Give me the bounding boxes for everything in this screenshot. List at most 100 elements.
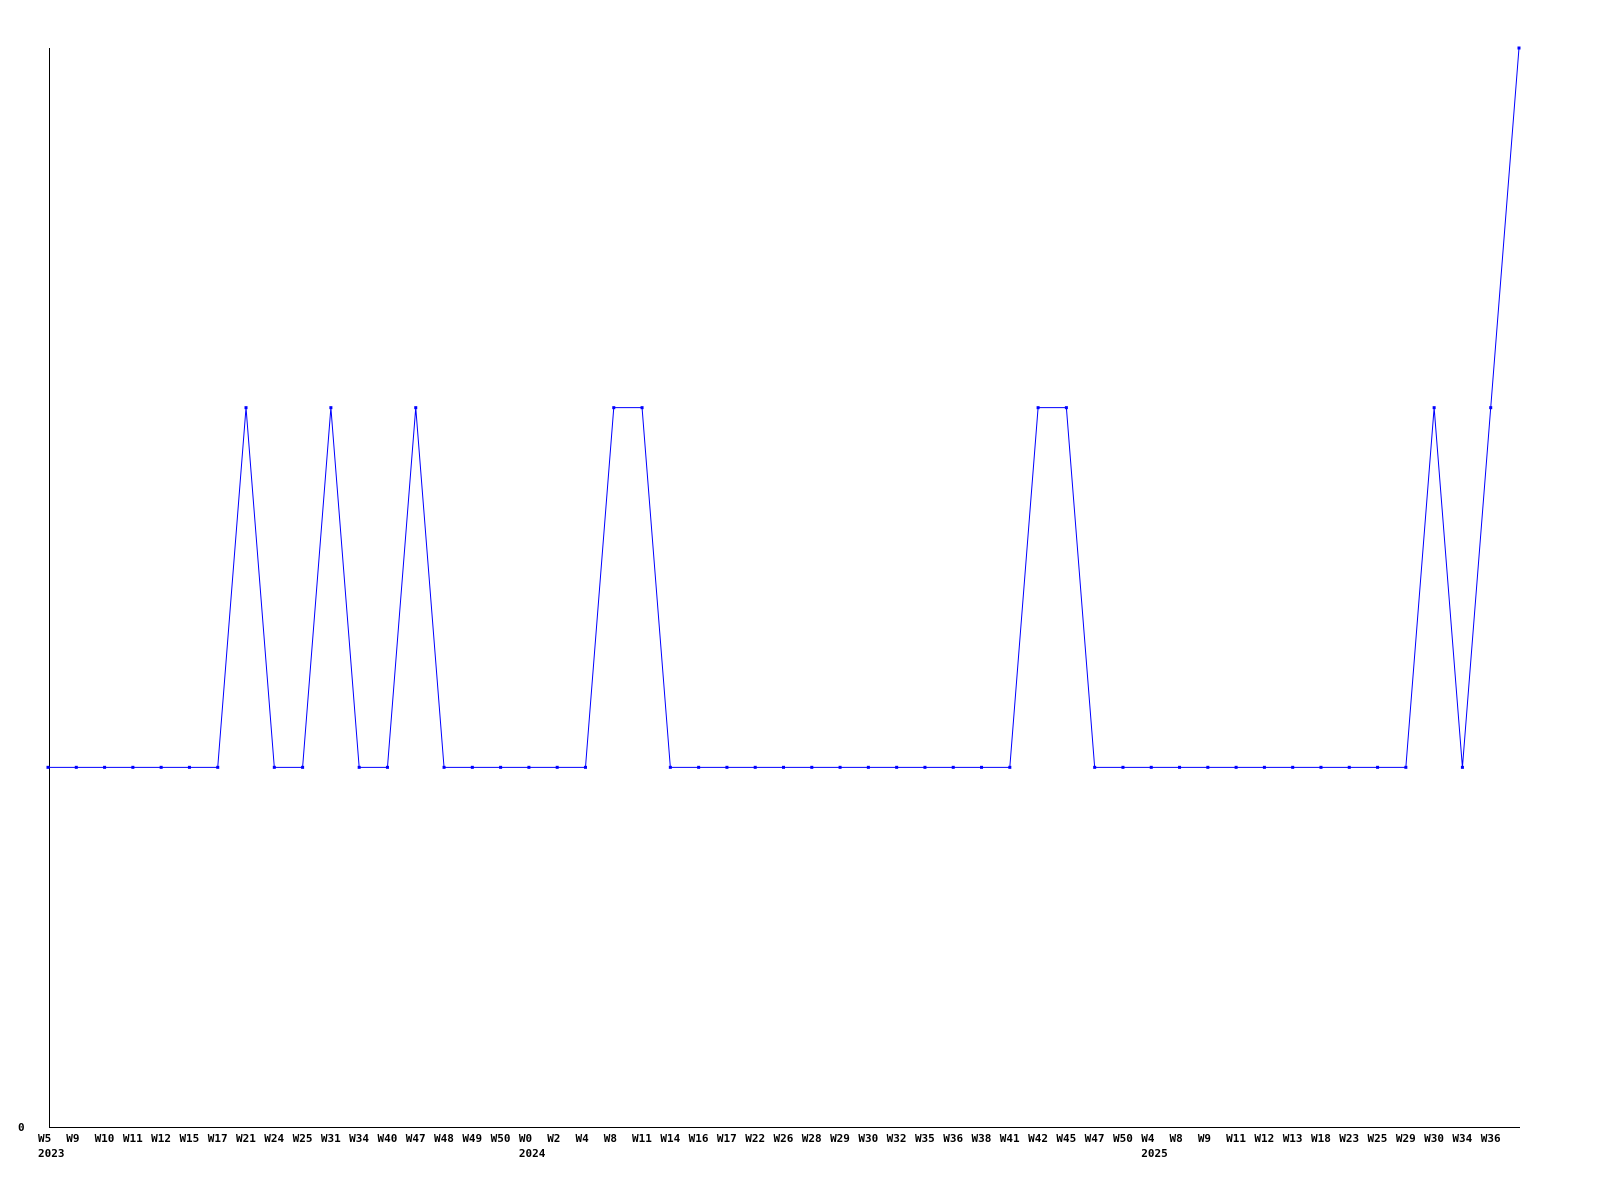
x-year-label: 2023 <box>38 1147 65 1160</box>
data-point <box>697 765 701 769</box>
data-point <box>1206 765 1210 769</box>
data-point <box>527 765 531 769</box>
x-tick-label: W8 <box>1170 1132 1183 1145</box>
data-point <box>357 765 361 769</box>
x-tick-label: W18 <box>1311 1132 1331 1145</box>
data-point <box>499 765 503 769</box>
data-point <box>782 765 785 769</box>
data-point <box>838 765 842 769</box>
x-tick-label: W29 <box>1396 1132 1416 1145</box>
x-tick-label: W30 <box>1424 1132 1444 1145</box>
x-tick-label: W38 <box>972 1132 992 1145</box>
x-tick-label: W9 <box>1198 1132 1211 1145</box>
data-point <box>244 406 248 410</box>
data-point <box>1432 406 1436 410</box>
x-tick-label: W10 <box>95 1132 115 1145</box>
x-tick-label: W11 <box>123 1132 143 1145</box>
x-tick-label: W17 <box>717 1132 737 1145</box>
x-tick-label: W16 <box>689 1132 709 1145</box>
data-point <box>1008 765 1012 769</box>
x-year-label: 2025 <box>1141 1147 1168 1160</box>
data-point <box>1517 46 1521 50</box>
x-tick-label: W29 <box>830 1132 850 1145</box>
x-tick-label: W8 <box>604 1132 617 1145</box>
x-tick-label: W45 <box>1056 1132 1076 1145</box>
x-tick-label: W40 <box>377 1132 397 1145</box>
x-tick-label: W11 <box>632 1132 652 1145</box>
data-point <box>131 765 135 769</box>
x-tick-label: W34 <box>1452 1132 1472 1145</box>
x-tick-label: W36 <box>943 1132 963 1145</box>
data-point <box>555 765 559 769</box>
x-tick-label: W23 <box>1339 1132 1359 1145</box>
data-point <box>923 765 927 769</box>
x-tick-label: W9 <box>66 1132 79 1145</box>
x-tick-label: W48 <box>434 1132 454 1145</box>
data-point <box>74 765 78 769</box>
x-tick-label: W30 <box>858 1132 878 1145</box>
data-point <box>46 765 50 769</box>
data-point <box>216 765 220 769</box>
data-point <box>612 406 616 410</box>
data-point <box>866 765 870 769</box>
data-point <box>1376 765 1380 769</box>
x-tick-label: W0 <box>519 1132 532 1145</box>
data-point <box>442 765 446 769</box>
x-tick-label: W50 <box>491 1132 511 1145</box>
x-tick-label: W4 <box>575 1132 589 1145</box>
x-tick-label: W25 <box>293 1132 313 1145</box>
data-point <box>187 765 191 769</box>
data-point <box>1291 765 1295 769</box>
data-point <box>1262 765 1266 769</box>
data-point <box>1093 765 1097 769</box>
x-tick-label: W35 <box>915 1132 935 1145</box>
data-point <box>414 406 418 410</box>
data-point <box>385 765 389 769</box>
data-point <box>1121 765 1125 769</box>
x-tick-label: W22 <box>745 1132 765 1145</box>
y-tick-label: 0 <box>18 1121 25 1134</box>
x-tick-label: W36 <box>1481 1132 1501 1145</box>
x-tick-label: W2 <box>547 1132 560 1145</box>
x-tick-label: W49 <box>462 1132 482 1145</box>
x-tick-label: W41 <box>1000 1132 1020 1145</box>
data-point <box>895 765 899 769</box>
x-tick-label: W14 <box>660 1132 680 1145</box>
x-tick-label: W17 <box>208 1132 228 1145</box>
data-point <box>753 765 757 769</box>
x-tick-label: W26 <box>774 1132 794 1145</box>
x-tick-label: W12 <box>1254 1132 1274 1145</box>
data-point <box>980 765 984 769</box>
x-tick-label: W31 <box>321 1132 341 1145</box>
data-point <box>1460 765 1464 769</box>
data-point <box>583 765 587 769</box>
data-point <box>1404 765 1408 769</box>
x-tick-label: W13 <box>1283 1132 1303 1145</box>
data-point <box>159 765 163 769</box>
data-point <box>1489 406 1493 410</box>
x-tick-label: W21 <box>236 1132 256 1145</box>
data-point <box>1036 406 1040 410</box>
data-point <box>1178 765 1182 769</box>
x-tick-label: W47 <box>1085 1132 1105 1145</box>
data-point <box>470 765 474 769</box>
x-tick-label: W12 <box>151 1132 171 1145</box>
x-year-label: 2024 <box>519 1147 546 1160</box>
x-tick-label: W11 <box>1226 1132 1246 1145</box>
series-line <box>48 47 1520 768</box>
data-point <box>1234 765 1238 769</box>
x-tick-label: W24 <box>264 1132 284 1145</box>
data-point <box>1064 406 1068 410</box>
x-tick-label: W42 <box>1028 1132 1048 1145</box>
x-tick-label: W28 <box>802 1132 822 1145</box>
data-point <box>272 765 276 769</box>
data-point <box>951 765 955 769</box>
data-point <box>301 765 305 769</box>
data-point <box>725 765 729 769</box>
x-tick-label: W25 <box>1368 1132 1388 1145</box>
data-point <box>1319 765 1323 769</box>
x-tick-label: W47 <box>406 1132 426 1145</box>
data-point <box>810 765 814 769</box>
x-tick-label: W32 <box>887 1132 907 1145</box>
